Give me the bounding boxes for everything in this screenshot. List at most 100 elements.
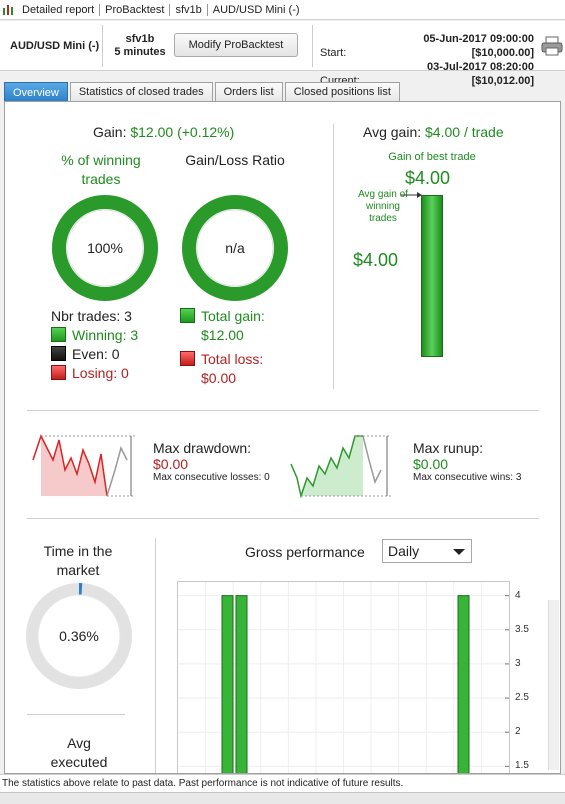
winning-count: Winning: 3	[72, 327, 139, 343]
instrument-name: AUD/USD Mini (-)	[10, 40, 100, 52]
tab-closed-positions-list[interactable]: Closed positions list	[284, 82, 400, 101]
total-loss-value: $0.00	[201, 370, 237, 386]
performance-bar	[457, 595, 470, 773]
total-loss-label: Total loss:	[201, 351, 264, 367]
modify-probacktest-button[interactable]: Modify ProBacktest	[174, 33, 298, 57]
y-tick-label: 2	[515, 726, 521, 738]
pct-winning-label: % of winning trades	[61, 152, 141, 187]
max-drawdown-label: Max drawdown:	[153, 440, 252, 456]
total-gain-icon	[180, 308, 195, 323]
gain-summary: Gain: $12.00 (+0.12%)	[93, 124, 234, 140]
time-in-market-value: 0.36%	[59, 628, 99, 644]
max-runup-value: $0.00	[413, 456, 449, 472]
start-value: 05-Jun-2017 09:00:00 [$10,000.00]	[423, 33, 534, 59]
gain-loss-ratio-value: n/a	[225, 240, 245, 256]
gain-label: Gain:	[93, 124, 131, 140]
avg-gain-value: $4.00 / trade	[425, 124, 504, 140]
section-divider	[155, 538, 156, 773]
winning-legend-icon	[51, 327, 66, 342]
title-segment-report: Detailed report	[17, 3, 101, 16]
tab-statistics-closed-trades[interactable]: Statistics of closed trades	[69, 82, 213, 101]
total-gain-value: $12.00	[201, 327, 244, 343]
start-label: Start:	[320, 47, 347, 59]
max-drawdown-block: Max drawdown: $0.00 Max consecutive loss…	[153, 440, 270, 483]
time-in-market-gauge: 0.36%	[26, 583, 132, 689]
pct-winning-ring: 100%	[52, 195, 158, 301]
trade-counts: Nbr trades: 3 Winning: 3 Even: 0 Losing:…	[51, 307, 138, 383]
print-icon[interactable]	[541, 35, 563, 57]
total-loss-icon	[180, 351, 195, 366]
avg-gain-summary: Avg gain: $4.00 / trade	[363, 124, 504, 140]
tab-orders-list[interactable]: Orders list	[214, 82, 283, 101]
max-runup-label: Max runup:	[413, 440, 484, 456]
title-segment-probacktest: ProBacktest	[100, 3, 171, 16]
y-tick-label: 2.5	[515, 692, 529, 704]
title-bar: Detailed report ProBacktest sfv1b AUD/US…	[0, 0, 565, 20]
avg-winning-value: $4.00	[353, 250, 399, 270]
chevron-down-icon	[453, 549, 465, 555]
total-loss-row: Total loss:	[180, 350, 265, 369]
max-runup-block: Max runup: $0.00 Max consecutive wins: 3	[413, 440, 521, 483]
max-consecutive-losses: Max consecutive losses: 0	[153, 472, 270, 483]
pct-winning-value: 100%	[87, 240, 123, 256]
runup-chart	[290, 435, 391, 498]
header-divider	[102, 25, 103, 67]
strategy-timeframe: 5 minutes	[114, 46, 166, 58]
avg-executed-label: Avg executed	[50, 735, 108, 770]
disclaimer-footer: The statistics above relate to past data…	[0, 774, 565, 792]
y-tick-label: 3	[515, 657, 521, 669]
gain-loss-totals: Total gain: $12.00 Total loss: $0.00	[180, 307, 265, 388]
bottom-strip	[0, 792, 565, 804]
nbr-trades: Nbr trades: 3	[51, 308, 132, 324]
overview-panel: Gain: $12.00 (+0.12%) % of winning trade…	[4, 101, 561, 774]
section-divider	[27, 714, 125, 715]
title-segment-instrument: AUD/USD Mini (-)	[212, 3, 300, 16]
gain-loss-ratio-label: Gain/Loss Ratio	[185, 152, 285, 168]
losing-legend-icon	[51, 365, 66, 380]
strategy-name: sfv1b	[125, 33, 155, 45]
even-count: Even: 0	[72, 346, 120, 362]
y-tick-label: 3.5	[515, 623, 529, 635]
drawdown-chart	[32, 434, 135, 497]
section-divider	[27, 518, 539, 519]
even-count-row: Even: 0	[51, 345, 138, 364]
section-divider	[27, 410, 539, 411]
gross-performance-plot	[178, 582, 509, 773]
even-legend-icon	[51, 346, 66, 361]
gross-performance-label: Gross performance	[245, 544, 365, 560]
chart-app-icon	[3, 4, 13, 15]
gain-value: $12.00 (+0.12%)	[130, 124, 235, 140]
vertical-scrollbar[interactable]	[548, 600, 559, 770]
total-gain-label: Total gain:	[201, 308, 265, 324]
gain-loss-ratio-ring: n/a	[182, 195, 288, 301]
performance-bar	[221, 595, 234, 773]
arrow-right-icon	[401, 192, 422, 198]
y-tick-label: 4	[515, 589, 521, 601]
total-gain-row: Total gain:	[180, 307, 265, 326]
period-select-value: Daily	[388, 543, 420, 559]
period-select[interactable]: Daily	[382, 539, 472, 563]
losing-count-row: Losing: 0	[51, 364, 138, 383]
header-divider	[312, 25, 313, 67]
winning-count-row: Winning: 3	[51, 326, 138, 345]
avg-winning-label: Avg gain of winning trades	[358, 189, 408, 224]
report-header: AUD/USD Mini (-) sfv1b 5 minutes Modify …	[0, 21, 565, 87]
avg-gain-label: Avg gain:	[363, 124, 426, 140]
losing-count: Losing: 0	[72, 365, 129, 381]
report-tabs: Overview Statistics of closed trades Ord…	[4, 82, 402, 102]
performance-bar	[235, 595, 248, 773]
current-value: 03-Jul-2017 08:20:00 [$10,012.00]	[426, 61, 534, 87]
best-trade-label: Gain of best trade	[388, 151, 476, 163]
tab-overview[interactable]: Overview	[4, 82, 68, 102]
time-in-market-label: Time in the market	[43, 543, 113, 578]
best-trade-bar	[421, 195, 443, 357]
max-drawdown-value: $0.00	[153, 456, 189, 472]
gross-performance-chart	[177, 581, 510, 773]
strategy-info: sfv1b 5 minutes	[107, 33, 173, 59]
best-trade-value: $4.00	[405, 168, 451, 188]
title-segment-strategy: sfv1b	[170, 3, 208, 16]
date-range: Start:05-Jun-2017 09:00:00 [$10,000.00] …	[320, 32, 534, 88]
y-tick-label: 1.5	[515, 760, 529, 772]
max-consecutive-wins: Max consecutive wins: 3	[413, 472, 522, 483]
section-divider	[333, 124, 334, 389]
